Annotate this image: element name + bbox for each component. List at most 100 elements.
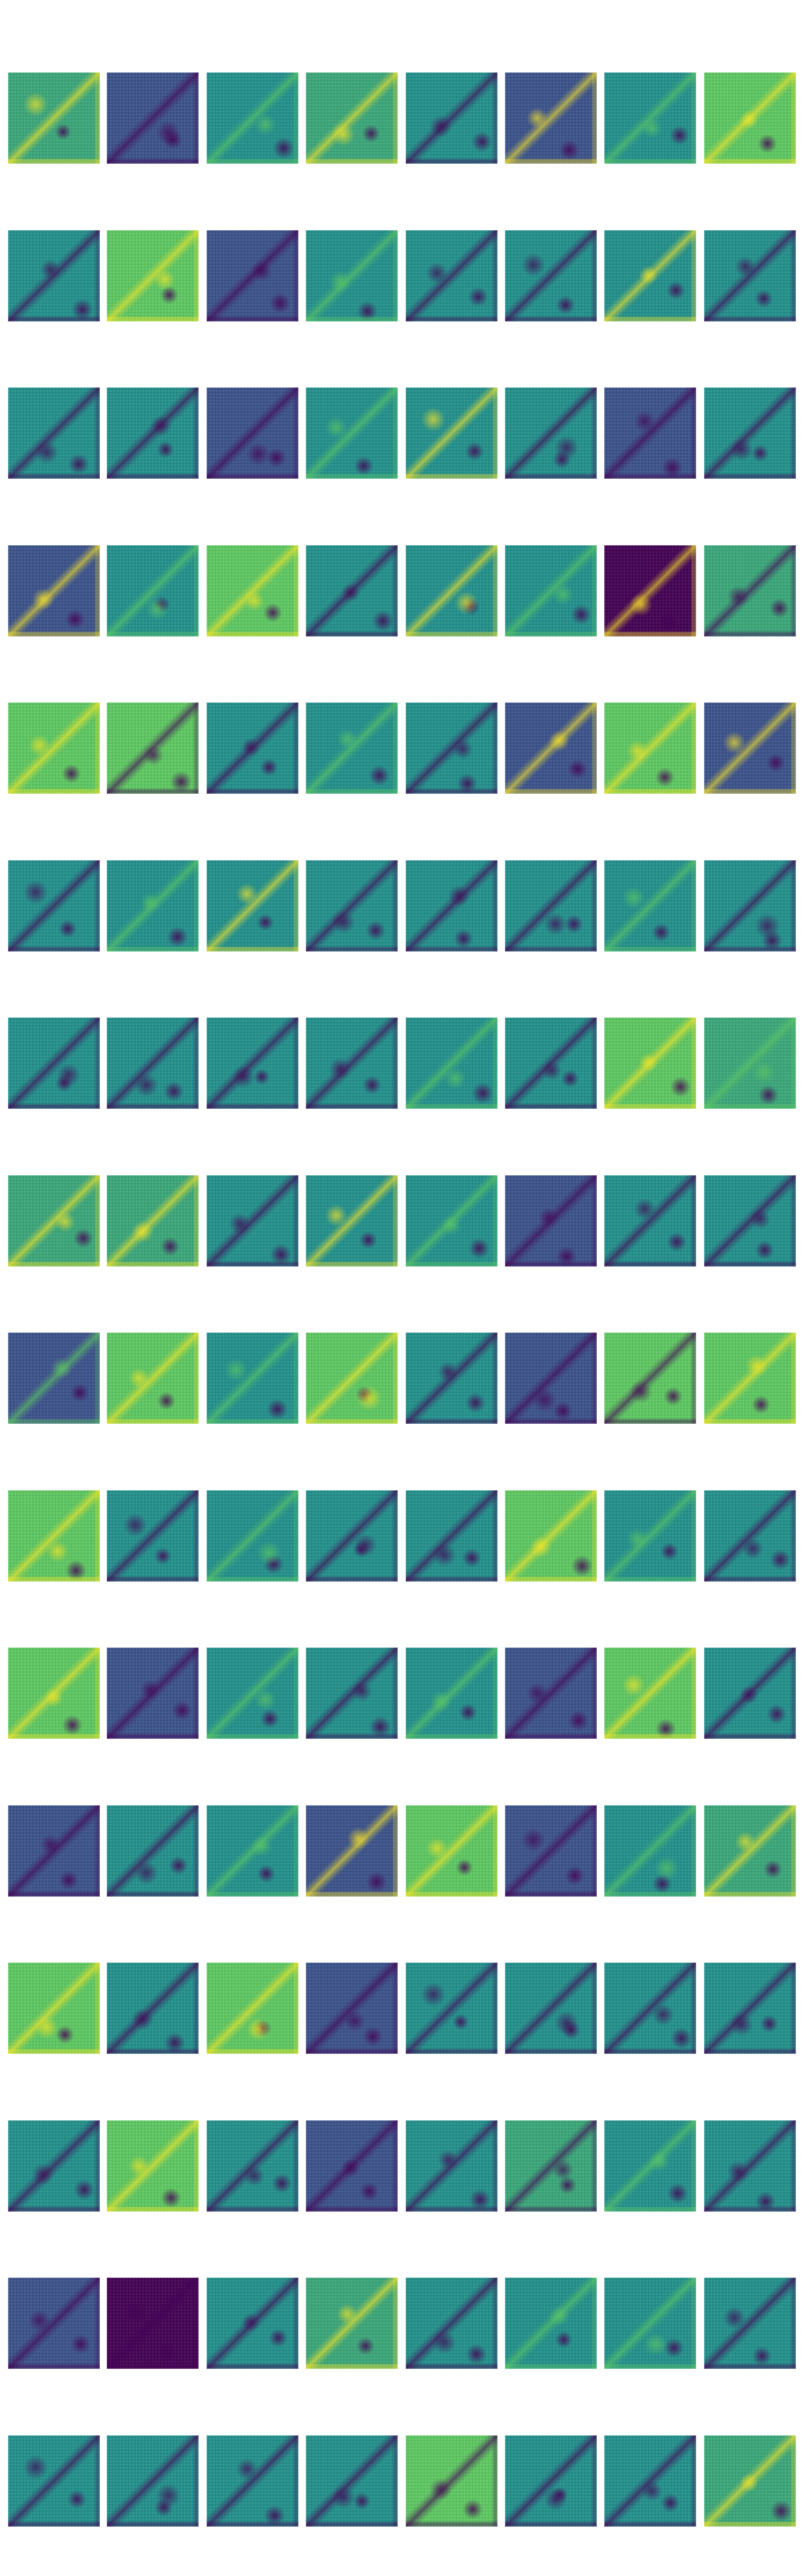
heatmap-tile xyxy=(704,1175,796,1267)
heatmap-tile xyxy=(8,2435,100,2527)
heatmap-tile xyxy=(505,2278,597,2369)
heatmap-tile xyxy=(604,2435,696,2527)
heatmap-tile xyxy=(306,1805,398,1897)
heatmap-tile xyxy=(8,860,100,952)
heatmap-tile xyxy=(505,1805,597,1897)
heatmap-tile xyxy=(306,1648,398,1739)
heatmap-tile xyxy=(107,2435,199,2527)
heatmap-tile xyxy=(207,1175,298,1267)
heatmap-tile xyxy=(406,230,497,321)
heatmap-tile xyxy=(604,1963,696,2054)
heatmap-tile xyxy=(306,2278,398,2369)
heatmap-tile xyxy=(207,230,298,321)
heatmap-tile xyxy=(306,1175,398,1267)
heatmap-tile xyxy=(406,1648,497,1739)
heatmap-tile xyxy=(406,1490,497,1582)
heatmap-tile xyxy=(505,860,597,952)
heatmap-tile xyxy=(406,2120,497,2212)
heatmap-tile xyxy=(107,1648,199,1739)
heatmap-tile xyxy=(704,1333,796,1424)
heatmap-tile xyxy=(704,1490,796,1582)
heatmap-tile xyxy=(505,2120,597,2212)
heatmap-tile xyxy=(8,1175,100,1267)
heatmap-tile xyxy=(8,387,100,479)
heatmap-tile xyxy=(107,1963,199,2054)
heatmap-tile xyxy=(8,1018,100,1109)
heatmap-tile xyxy=(207,2120,298,2212)
heatmap-tile xyxy=(505,1175,597,1267)
heatmap-tile xyxy=(406,72,497,164)
heatmap-tile xyxy=(406,387,497,479)
heatmap-tile xyxy=(604,1018,696,1109)
heatmap-tile xyxy=(406,702,497,794)
heatmap-tile xyxy=(306,230,398,321)
heatmap-tile xyxy=(406,1175,497,1267)
heatmap-tile xyxy=(505,230,597,321)
heatmap-tile xyxy=(8,2120,100,2212)
heatmap-tile xyxy=(107,545,199,636)
heatmap-tile xyxy=(207,1648,298,1739)
heatmap-tile xyxy=(107,702,199,794)
heatmap-tile xyxy=(704,2278,796,2369)
heatmap-tile xyxy=(207,2278,298,2369)
heatmap-tile xyxy=(406,1018,497,1109)
heatmap-tile xyxy=(704,1805,796,1897)
heatmap-tile xyxy=(107,230,199,321)
heatmap-tile xyxy=(704,860,796,952)
heatmap-tile xyxy=(207,387,298,479)
heatmap-tile xyxy=(704,1018,796,1109)
heatmap-tile xyxy=(704,1963,796,2054)
heatmap-tile xyxy=(704,1648,796,1739)
heatmap-tile xyxy=(207,702,298,794)
heatmap-tile xyxy=(505,702,597,794)
heatmap-tile xyxy=(8,230,100,321)
heatmap-tile xyxy=(306,545,398,636)
heatmap-tile xyxy=(704,545,796,636)
heatmap-tile xyxy=(207,72,298,164)
heatmap-tile xyxy=(107,1175,199,1267)
heatmap-tile xyxy=(604,1648,696,1739)
heatmap-tile xyxy=(505,1490,597,1582)
heatmap-tile xyxy=(505,1333,597,1424)
heatmap-tile xyxy=(604,860,696,952)
heatmap-tile xyxy=(704,72,796,164)
heatmap-tile xyxy=(505,2435,597,2527)
heatmap-tile xyxy=(8,545,100,636)
heatmap-tile xyxy=(604,702,696,794)
heatmap-tile xyxy=(306,1963,398,2054)
heatmap-tile xyxy=(406,2278,497,2369)
heatmap-tile xyxy=(604,230,696,321)
heatmap-tile xyxy=(604,72,696,164)
heatmap-tile xyxy=(207,1963,298,2054)
heatmap-tile xyxy=(604,2278,696,2369)
heatmap-tile xyxy=(406,1805,497,1897)
heatmap-tile xyxy=(107,1490,199,1582)
heatmap-tile xyxy=(406,545,497,636)
heatmap-tile xyxy=(107,1805,199,1897)
heatmap-tile xyxy=(8,1648,100,1739)
heatmap-tile xyxy=(207,1333,298,1424)
heatmap-tile xyxy=(8,1805,100,1897)
heatmap-tile xyxy=(505,1963,597,2054)
heatmap-tile xyxy=(107,860,199,952)
heatmap-tile xyxy=(107,1333,199,1424)
heatmap-tile xyxy=(505,1018,597,1109)
heatmap-tile xyxy=(306,1490,398,1582)
heatmap-tile xyxy=(505,1648,597,1739)
heatmap-tile xyxy=(406,1333,497,1424)
heatmap-tile xyxy=(207,1805,298,1897)
heatmap-tile xyxy=(8,702,100,794)
heatmap-tile xyxy=(207,2435,298,2527)
heatmap-tile xyxy=(406,2435,497,2527)
heatmap-tile xyxy=(107,72,199,164)
heatmap-tile xyxy=(107,2278,199,2369)
heatmap-tile xyxy=(306,702,398,794)
heatmap-tile xyxy=(704,2120,796,2212)
heatmap-tile xyxy=(8,72,100,164)
heatmap-tile xyxy=(306,2435,398,2527)
heatmap-tile xyxy=(704,230,796,321)
heatmap-tile xyxy=(505,72,597,164)
heatmap-tile xyxy=(604,2120,696,2212)
heatmap-tile xyxy=(406,860,497,952)
